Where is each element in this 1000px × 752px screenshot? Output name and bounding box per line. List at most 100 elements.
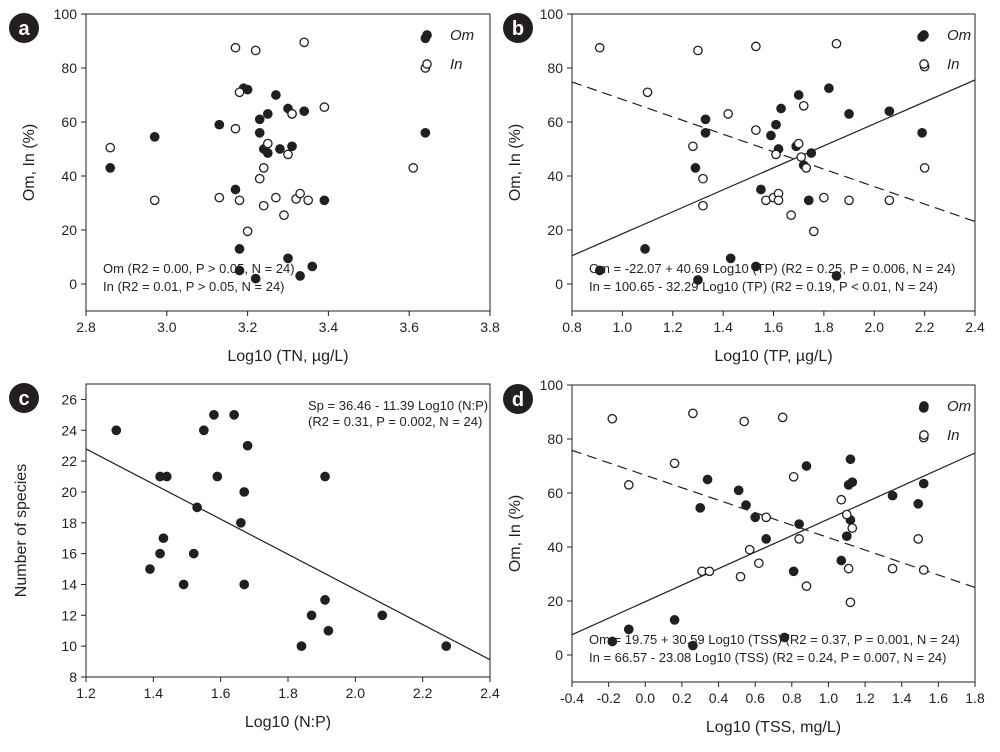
y-tick-label: 20 [61,484,77,500]
species-point [229,409,239,420]
y-tick-label: 24 [61,422,77,438]
x-axis-title: Log10 (TSS, mg/L) [706,719,841,736]
regression-annotation: (R2 = 0.31, P = 0.002, N = 24) [308,414,482,429]
in-point [242,226,253,237]
om-point [623,624,634,635]
x-tick-label: 3.4 [319,319,339,335]
in-point [262,138,273,149]
in-point [149,195,160,206]
y-tick-label: 40 [547,539,563,555]
legend-in-marker [919,59,929,69]
om-point [884,106,895,117]
legend-in-marker [422,59,432,69]
om-point [771,119,781,130]
y-tick-label: 10 [61,638,77,654]
om-point [287,141,297,152]
x-axis-title: Log10 (TP, µg/L) [714,348,832,365]
y-tick-label: 16 [61,546,77,562]
y-tick-label: 0 [69,276,77,292]
species-point [306,610,317,621]
in-point [913,534,924,544]
in-point [919,163,930,173]
in-point [693,45,703,56]
badge-circle [503,384,533,414]
in-point [669,458,680,469]
in-point [843,563,854,574]
in-point [250,45,261,56]
species-point [209,409,219,420]
panel-badge: b [503,13,533,43]
om-point [695,502,706,513]
in-point [287,109,297,119]
om-point [149,132,160,142]
legend-om-label: Om [947,398,971,415]
x-tick-label: 3.2 [238,319,258,335]
y-tick-label: 22 [61,453,77,469]
x-tick-label: -0.2 [597,690,621,706]
legend-in-label: In [947,427,960,444]
x-tick-label: 0.8 [562,319,582,335]
regression-annotation: Om = -22.07 + 40.69 Log10 (TP) (R2 = 0.2… [589,261,956,276]
legend: Om In [919,27,971,73]
y-tick-label: 40 [547,168,563,184]
om-point [750,512,761,523]
om-point [836,555,847,566]
species-point [111,425,122,436]
y-tick-label: 0 [555,647,563,663]
species-point [320,471,330,482]
y-tick-label: 100 [54,6,78,22]
x-tick-label: 1.0 [613,319,633,335]
legend-om-marker [422,30,432,40]
x-tick-label: 1.8 [965,690,985,706]
x-tick-label: 1.6 [764,319,784,335]
x-tick-label: 1.8 [278,685,298,701]
y-tick-label: 100 [540,6,564,22]
om-point [242,84,253,95]
panel-letter: d [512,389,524,411]
om-point [756,184,766,195]
panel-d: d -0.4 -0.2 0.0 0.2 0.4 0.6 0.8 1.0 1.2 1.4 1.6 1.8 0… [503,377,985,736]
in-point [847,523,858,533]
x-tick-label: 1.6 [929,690,949,706]
species-point [239,487,250,497]
species-point [198,425,209,436]
panel-a: a 2.8 3.0 3.2 3.4 3.6 3.8 0 20 40 60 80 100 Log10 (TN… [9,6,500,365]
x-tick-label: 3.6 [399,319,419,335]
panel-letter: b [512,18,524,40]
y-tick-label: 80 [547,431,563,447]
species-fit-line [86,448,490,661]
om-point [688,640,698,651]
in-point [744,544,755,555]
om-point [299,106,310,117]
om-point [234,265,245,276]
in-point [230,123,241,134]
in-point [303,195,314,206]
y-tick-label: 0 [555,276,563,292]
x-tick-label: 1.2 [76,685,96,701]
om-point [254,127,265,138]
panel-letter: a [18,18,30,40]
x-tick-label: 1.0 [819,690,839,706]
om-point [319,195,330,206]
x-tick-label: 2.2 [413,685,433,701]
in-point [793,138,804,149]
species-point [192,502,202,513]
in-point [918,565,929,575]
in-point [788,471,799,482]
in-point [688,141,698,152]
x-tick-label: -0.4 [560,690,584,706]
in-point [214,192,225,203]
regression-annotation: In (R2 = 0.01, P > 0.05, N = 24) [103,279,285,294]
om-point [806,148,817,158]
species-point [145,564,155,574]
om-point [824,83,834,94]
y-tick-label: 20 [547,593,563,609]
panel-badge: d [503,384,533,414]
om-point [693,275,703,285]
x-tick-label: 1.6 [211,685,231,701]
om-point [283,253,293,264]
om-point [913,498,924,509]
x-tick-label: 1.4 [713,319,733,335]
legend: Om In [422,27,474,73]
